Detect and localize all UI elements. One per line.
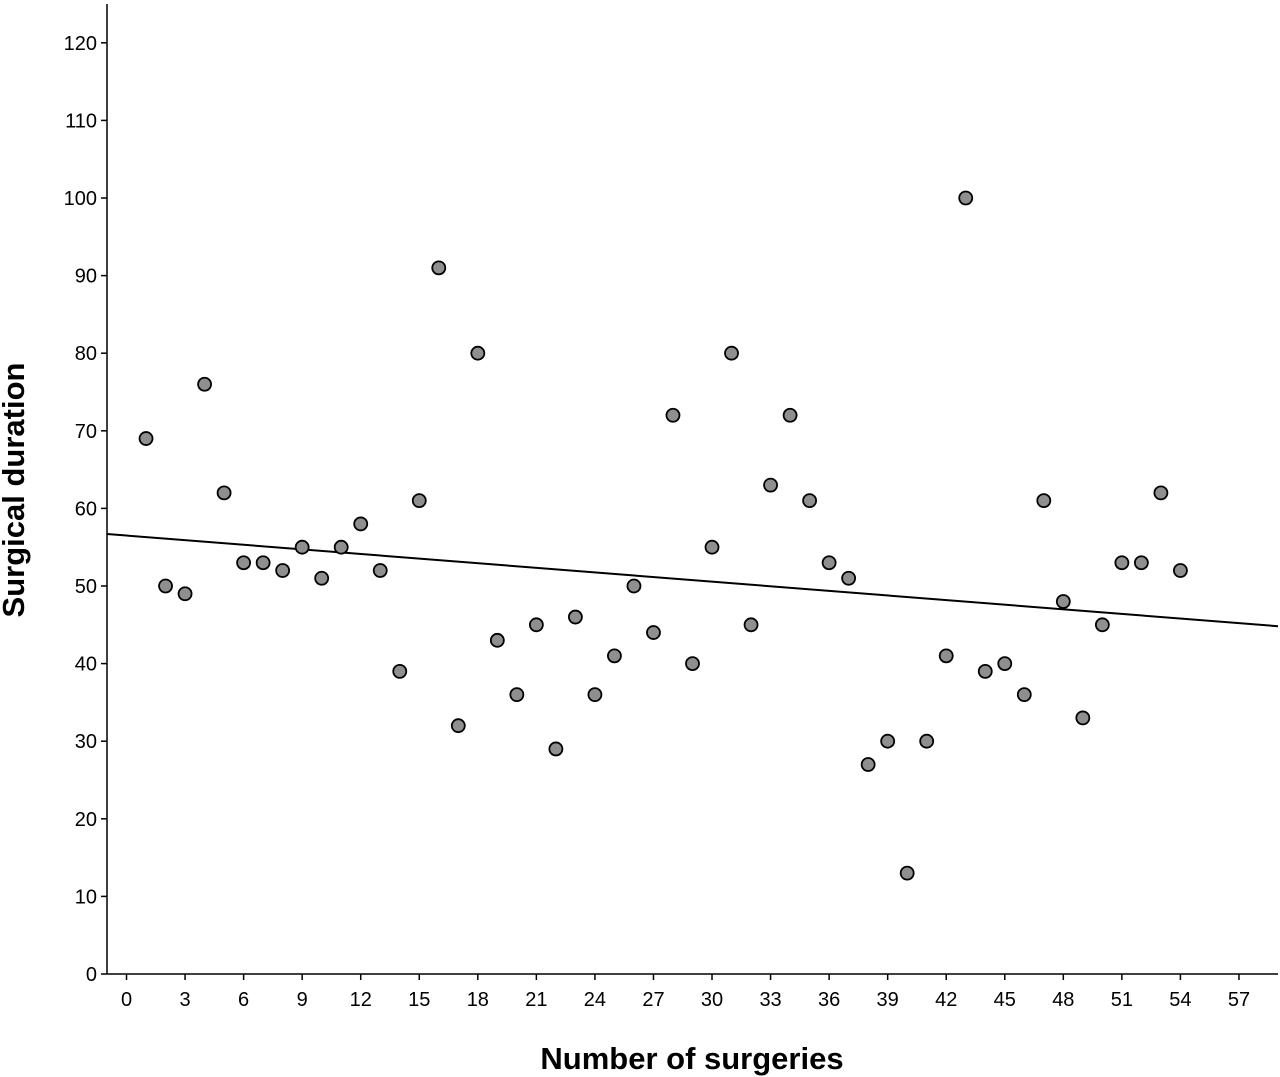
data-point bbox=[782, 407, 798, 423]
data-point bbox=[216, 485, 232, 501]
data-points bbox=[138, 190, 1188, 881]
data-point bbox=[646, 625, 661, 640]
x-tick-label: 36 bbox=[818, 989, 840, 1011]
data-point bbox=[919, 733, 935, 749]
data-point bbox=[275, 563, 291, 578]
x-tick-label: 27 bbox=[642, 989, 664, 1011]
data-point bbox=[450, 718, 466, 734]
y-tick-label: 30 bbox=[75, 731, 97, 753]
data-point bbox=[997, 656, 1013, 671]
data-point bbox=[1094, 617, 1110, 633]
data-point bbox=[314, 570, 330, 586]
data-point bbox=[1016, 687, 1032, 703]
x-tick-label: 45 bbox=[994, 989, 1016, 1011]
y-ticks: 0 10 20 30 40 50 60 70 80 90 100 110 120 bbox=[64, 33, 107, 986]
data-point bbox=[977, 663, 993, 679]
data-point bbox=[685, 656, 700, 671]
y-tick-label: 10 bbox=[75, 886, 97, 908]
data-point bbox=[353, 516, 369, 532]
y-tick-label: 20 bbox=[75, 809, 97, 831]
data-point bbox=[607, 648, 622, 664]
data-point bbox=[724, 345, 739, 361]
data-point bbox=[372, 563, 388, 578]
x-tick-label: 57 bbox=[1228, 989, 1250, 1011]
data-point bbox=[548, 741, 564, 757]
data-point bbox=[841, 570, 857, 586]
data-point bbox=[197, 376, 212, 392]
data-point bbox=[665, 407, 681, 423]
x-axis-title: Number of surgeries bbox=[540, 1041, 843, 1076]
data-point bbox=[763, 477, 778, 493]
data-point bbox=[1036, 493, 1052, 509]
data-point bbox=[333, 539, 349, 555]
data-point bbox=[1055, 594, 1071, 609]
data-point bbox=[821, 555, 837, 571]
data-point bbox=[1075, 710, 1091, 726]
data-point bbox=[1173, 563, 1188, 578]
data-point bbox=[470, 345, 486, 361]
x-tick-label: 24 bbox=[584, 989, 606, 1011]
x-tick-label: 12 bbox=[350, 989, 372, 1011]
data-point bbox=[568, 609, 583, 625]
axes bbox=[106, 4, 1278, 975]
x-ticks: 0 3 6 9 12 15 18 21 24 27 30 33 36 39 42 45 48 51 54 57 bbox=[121, 974, 1250, 1011]
x-tick-label: 42 bbox=[935, 989, 957, 1011]
data-point bbox=[587, 687, 603, 703]
y-tick-label: 60 bbox=[75, 498, 97, 520]
x-tick-label: 15 bbox=[408, 989, 430, 1011]
data-point bbox=[1133, 555, 1149, 571]
data-point bbox=[431, 260, 447, 276]
data-point bbox=[411, 493, 427, 509]
data-point bbox=[509, 687, 525, 703]
x-tick-label: 51 bbox=[1111, 989, 1133, 1011]
data-point bbox=[158, 578, 173, 594]
x-tick-label: 0 bbox=[121, 989, 132, 1011]
data-point bbox=[938, 648, 954, 664]
regression-line bbox=[106, 533, 1279, 628]
y-tick-label: 90 bbox=[75, 266, 97, 288]
x-tick-label: 6 bbox=[238, 989, 249, 1011]
data-point bbox=[626, 578, 642, 594]
y-tick-label: 120 bbox=[64, 33, 97, 55]
x-tick-label: 9 bbox=[297, 989, 308, 1011]
data-point bbox=[177, 586, 193, 602]
y-tick-label: 80 bbox=[75, 343, 97, 365]
data-point bbox=[899, 865, 915, 881]
x-tick-label: 39 bbox=[877, 989, 899, 1011]
data-point bbox=[880, 733, 896, 749]
fit-line-group bbox=[106, 533, 1279, 628]
x-tick-label: 3 bbox=[180, 989, 191, 1011]
y-tick-label: 0 bbox=[86, 964, 97, 986]
data-point bbox=[294, 539, 310, 555]
data-point bbox=[704, 539, 720, 555]
x-tick-label: 33 bbox=[759, 989, 781, 1011]
y-tick-label: 70 bbox=[75, 421, 97, 443]
data-point bbox=[802, 493, 817, 509]
data-point bbox=[489, 632, 505, 648]
data-point bbox=[528, 617, 544, 633]
x-tick-label: 18 bbox=[467, 989, 489, 1011]
x-tick-label: 48 bbox=[1052, 989, 1074, 1011]
data-point bbox=[236, 555, 252, 571]
x-tick-label: 54 bbox=[1169, 989, 1191, 1011]
y-tick-label: 100 bbox=[64, 188, 97, 210]
y-tick-label: 50 bbox=[75, 576, 97, 598]
data-point bbox=[1153, 485, 1169, 501]
data-point bbox=[255, 555, 271, 571]
data-point bbox=[860, 757, 876, 772]
data-point bbox=[1114, 555, 1130, 571]
data-point bbox=[743, 617, 759, 633]
data-point bbox=[138, 431, 154, 446]
y-tick-label: 40 bbox=[75, 654, 97, 676]
data-point bbox=[392, 663, 408, 679]
x-tick-label: 30 bbox=[701, 989, 723, 1011]
y-axis-title: Surgical duration bbox=[0, 363, 31, 618]
x-tick-label: 21 bbox=[525, 989, 547, 1011]
data-point bbox=[958, 190, 974, 206]
y-tick-label: 110 bbox=[65, 110, 97, 132]
